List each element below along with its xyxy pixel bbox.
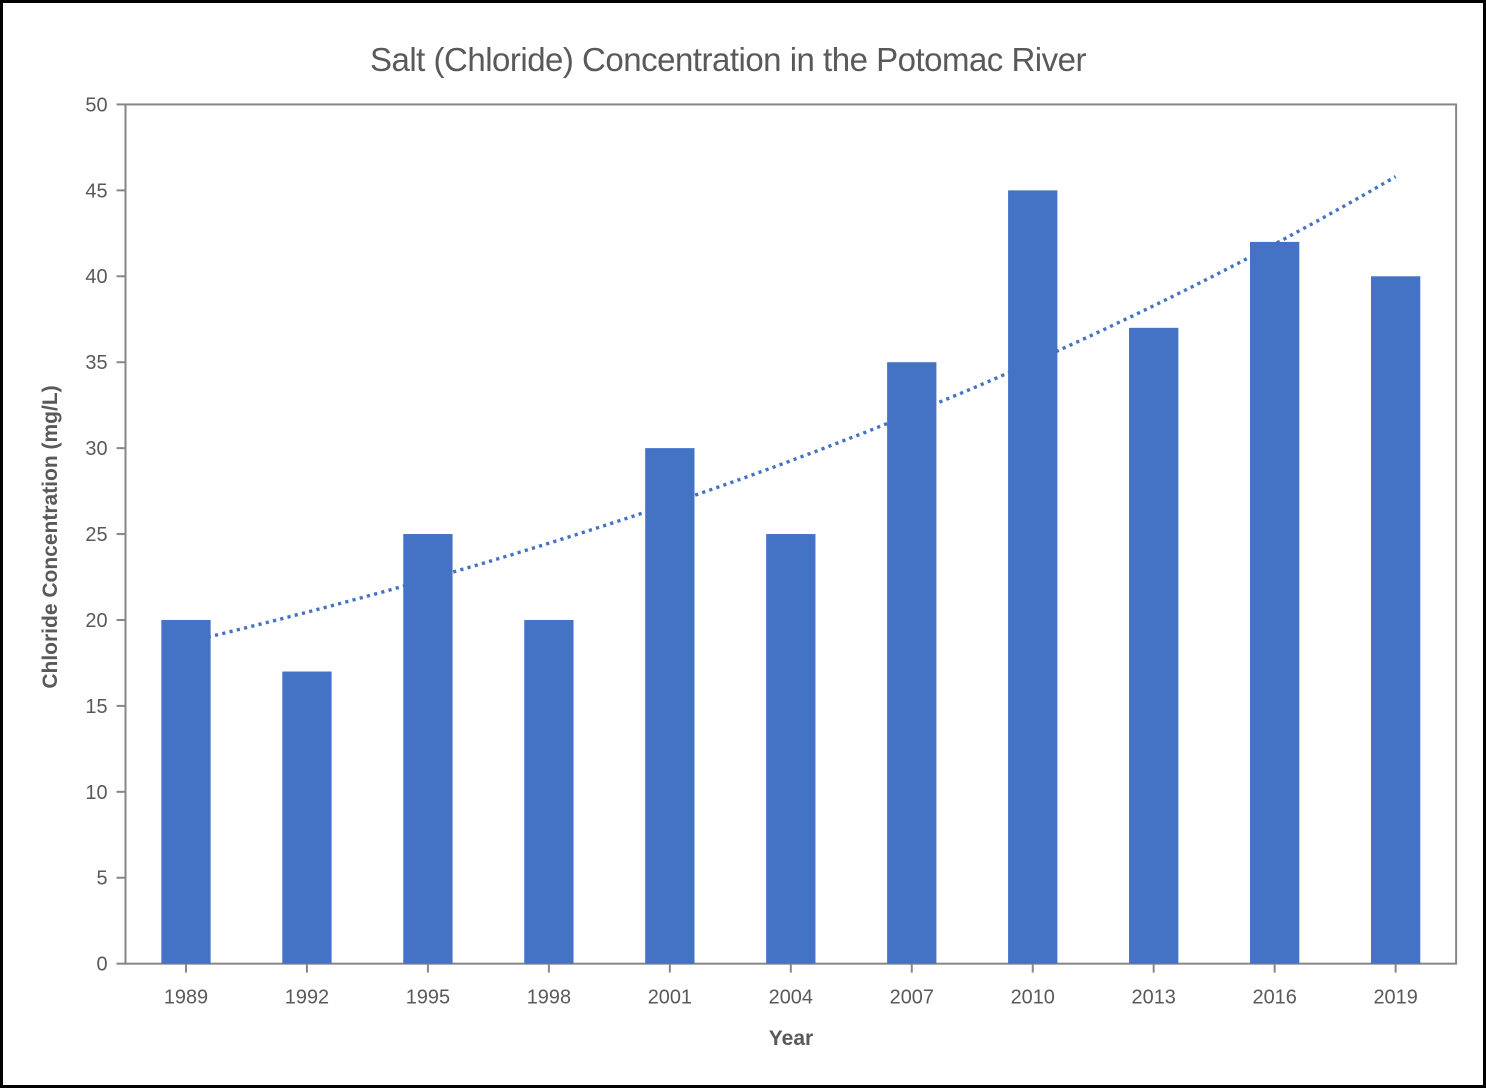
bar-2007	[887, 362, 937, 964]
y-tick-label: 30	[85, 438, 107, 460]
y-tick-label: 0	[97, 954, 108, 976]
x-tick-label: 2019	[1373, 986, 1417, 1008]
y-tick-label: 10	[85, 782, 107, 804]
plot-area: 0 5 10 15 20 25 30 35 40 45 50 1989 1992 1995 1998 2001…	[85, 94, 1458, 1008]
x-tick-label: 2004	[769, 986, 813, 1008]
y-tick-label: 20	[85, 610, 107, 632]
x-axis-title: Year	[768, 1027, 814, 1050]
x-tick-label: 1989	[164, 986, 208, 1008]
y-tick-label: 15	[85, 696, 107, 718]
y-tick-label: 50	[85, 94, 107, 116]
bar-2010	[1008, 190, 1058, 964]
bar-1989	[161, 619, 211, 964]
bar-2019	[1370, 276, 1421, 964]
bar-2013	[1129, 327, 1179, 964]
bar-1995	[403, 534, 453, 964]
bar-2001	[645, 448, 695, 964]
x-tick-label: 1995	[406, 986, 450, 1008]
y-tick-label: 5	[97, 868, 108, 890]
bar-2004	[766, 534, 816, 964]
bar-1998	[524, 619, 574, 964]
y-tick-label: 35	[85, 352, 107, 374]
x-tick-label: 1992	[285, 986, 329, 1008]
bar-2016	[1250, 241, 1300, 964]
y-tick-label: 25	[85, 524, 107, 546]
y-tick-label: 40	[85, 266, 107, 288]
x-tick-label: 2007	[890, 986, 934, 1008]
chart-title: Salt (Chloride) Concentration in the Pot…	[369, 41, 1087, 78]
x-tick-label: 1998	[527, 986, 571, 1008]
x-tick-label: 2001	[648, 986, 692, 1008]
bar-1992	[282, 671, 332, 964]
y-tick-label: 45	[85, 180, 107, 202]
x-tick-label: 2013	[1132, 986, 1176, 1008]
x-tick-label: 2016	[1253, 986, 1297, 1008]
x-tick-label: 2010	[1011, 986, 1055, 1008]
